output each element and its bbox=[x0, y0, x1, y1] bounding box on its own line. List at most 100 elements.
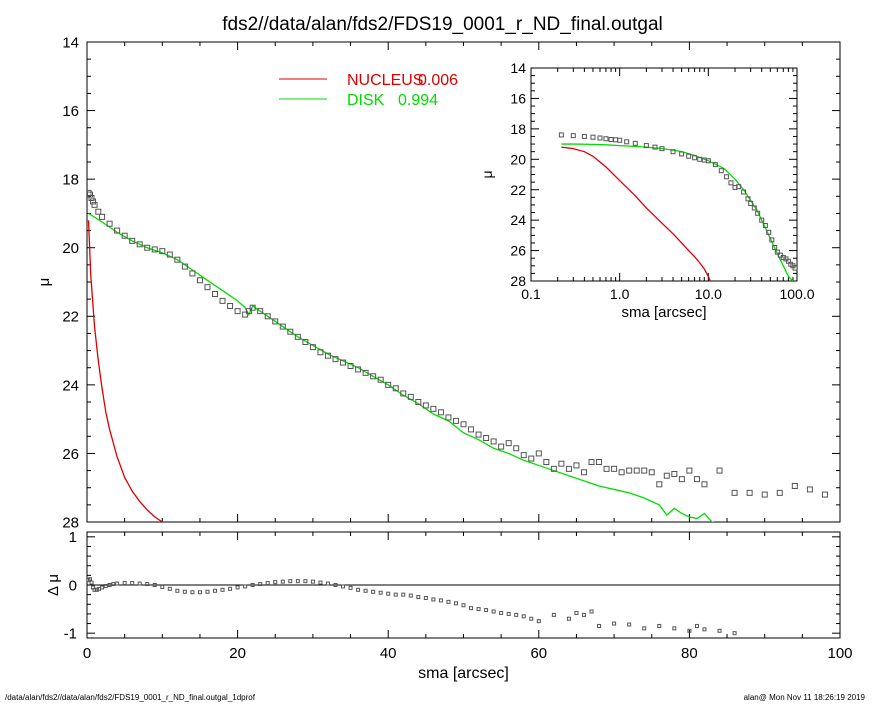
residual-data-point bbox=[536, 619, 541, 624]
residual-data-point bbox=[551, 612, 556, 617]
main-ytick-label: 24 bbox=[62, 377, 79, 394]
main-data-point bbox=[279, 323, 286, 330]
main-series-group bbox=[87, 189, 828, 522]
residual-data-point bbox=[250, 583, 255, 587]
residual-data-point bbox=[175, 588, 180, 593]
residual-data-point bbox=[160, 584, 165, 589]
inset-data-point bbox=[617, 137, 623, 143]
main-data-point bbox=[347, 363, 354, 369]
residual-data-point bbox=[581, 612, 586, 617]
residual-xlabel: sma [arcsec] bbox=[418, 665, 509, 682]
main-data-point bbox=[656, 481, 663, 488]
main-data-point bbox=[535, 450, 542, 457]
residual-data-point bbox=[310, 579, 315, 584]
main-data-point bbox=[189, 270, 196, 277]
inset-data-point bbox=[745, 196, 751, 202]
main-data-point bbox=[272, 318, 279, 325]
main-data-point bbox=[196, 277, 203, 284]
main-data-point bbox=[505, 440, 512, 447]
residual-data-point bbox=[589, 609, 594, 614]
residual-data-point bbox=[438, 598, 443, 603]
main-data-point bbox=[475, 431, 482, 438]
inset-data-point bbox=[705, 158, 711, 164]
main-data-point bbox=[302, 339, 309, 345]
main-data-point bbox=[415, 399, 422, 405]
main-data-point bbox=[88, 195, 95, 201]
inset-data-point bbox=[590, 134, 596, 140]
main-data-point bbox=[746, 489, 753, 496]
main-data-point bbox=[90, 198, 97, 205]
main-data-point bbox=[445, 414, 452, 421]
main-data-point bbox=[99, 213, 106, 220]
main-data-point bbox=[204, 284, 211, 291]
residual-data-point bbox=[111, 582, 116, 587]
main-data-point bbox=[565, 465, 572, 472]
inset-ytick-label: 22 bbox=[510, 182, 526, 198]
inset-series-nucleus-line bbox=[561, 146, 711, 281]
residual-data-point bbox=[393, 592, 398, 597]
residual-xtick-label: 40 bbox=[380, 645, 397, 662]
main-data-point bbox=[227, 303, 234, 309]
inset-data-point bbox=[762, 222, 768, 228]
main-data-point bbox=[257, 308, 264, 315]
residual-data-point bbox=[103, 583, 108, 588]
main-data-point bbox=[136, 241, 143, 248]
inset-data-point bbox=[697, 156, 703, 162]
inset-data-point bbox=[718, 168, 724, 174]
residual-data-point bbox=[130, 581, 135, 586]
residual-data-point bbox=[521, 614, 526, 619]
main-data-point bbox=[114, 227, 121, 234]
residual-data-point bbox=[401, 592, 406, 597]
footer-filename: /data/alan/fds2//data/alan/fds2/FDS19_00… bbox=[5, 693, 255, 702]
main-data-point bbox=[181, 263, 188, 270]
inset-ytick-label: 26 bbox=[510, 243, 526, 259]
residual-data-point bbox=[378, 590, 383, 595]
residual-data-point bbox=[213, 588, 218, 593]
residual-data-point bbox=[145, 582, 150, 587]
main-data-point bbox=[573, 462, 580, 469]
main-data-point bbox=[806, 486, 813, 493]
main-data-point bbox=[317, 349, 324, 356]
main-data-point bbox=[490, 438, 497, 445]
inset-ytick-label: 28 bbox=[510, 273, 526, 289]
residual-data-point bbox=[431, 597, 436, 602]
main-data-point bbox=[324, 352, 331, 359]
inset-data-point bbox=[755, 210, 761, 216]
main-data-point bbox=[626, 467, 633, 474]
residual-data-point bbox=[273, 580, 278, 585]
residual-data-point bbox=[566, 616, 571, 621]
main-data-point bbox=[362, 369, 369, 376]
residual-data-point bbox=[205, 589, 210, 594]
main-data-point bbox=[212, 291, 219, 297]
residual-data-point bbox=[318, 580, 323, 585]
main-ytick-label: 14 bbox=[62, 34, 79, 51]
main-data-point bbox=[219, 297, 226, 304]
main-data-point bbox=[543, 459, 550, 465]
residual-data-point bbox=[574, 610, 579, 615]
main-data-point bbox=[550, 465, 557, 472]
main-data-point bbox=[430, 405, 437, 412]
figure-title: fds2//data/alan/fds2/FDS19_0001_r_ND_fin… bbox=[222, 14, 663, 35]
residual-xtick-label: 20 bbox=[229, 645, 246, 662]
inset-data-point bbox=[759, 217, 765, 223]
inset-ytick-label: 24 bbox=[510, 212, 526, 228]
residual-data-point bbox=[348, 585, 353, 590]
main-data-point bbox=[340, 359, 347, 366]
inset-data-point bbox=[792, 265, 797, 271]
main-ylabel: μ bbox=[36, 278, 53, 287]
residual-data-point bbox=[220, 587, 225, 592]
residual-data-point bbox=[190, 590, 195, 595]
main-data-point bbox=[648, 469, 655, 476]
main-data-point bbox=[294, 333, 301, 340]
residual-ylabel: Δ μ bbox=[45, 574, 62, 596]
main-data-point bbox=[332, 356, 339, 363]
inset-data-point bbox=[570, 133, 576, 139]
legend-label-nucleus: NUCLEUS bbox=[347, 72, 423, 89]
main-data-point bbox=[245, 308, 252, 315]
main-data-point bbox=[159, 248, 166, 255]
main-data-point bbox=[452, 417, 459, 424]
residual-data-point bbox=[100, 585, 105, 590]
inset-series-disk-line bbox=[561, 143, 794, 281]
residual-xtick-label: 100 bbox=[827, 645, 852, 662]
